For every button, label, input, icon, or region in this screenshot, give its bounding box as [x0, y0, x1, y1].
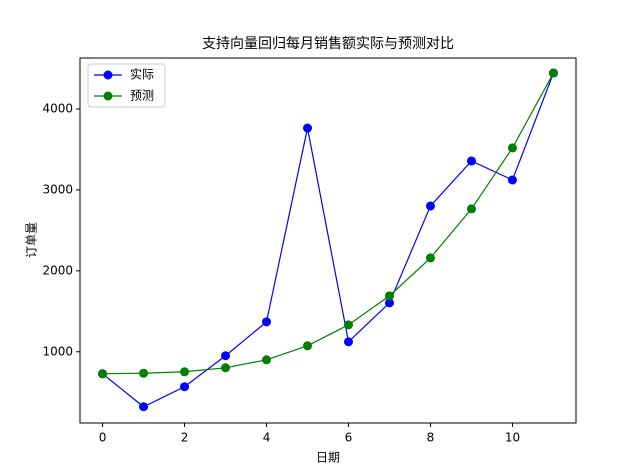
data-point	[507, 175, 517, 185]
x-tick-label: 6	[345, 431, 353, 445]
x-tick-label: 0	[99, 431, 107, 445]
legend-marker	[103, 70, 113, 80]
y-tick-label: 1000	[42, 344, 73, 358]
data-point	[384, 291, 394, 301]
x-tick-label: 2	[181, 431, 189, 445]
data-point	[343, 337, 353, 347]
y-tick-label: 3000	[42, 182, 73, 196]
data-point	[425, 201, 435, 211]
legend-label: 预测	[130, 89, 154, 103]
x-tick-label: 10	[505, 431, 520, 445]
data-point	[262, 317, 272, 327]
data-point	[139, 368, 149, 378]
y-tick-label: 4000	[42, 101, 73, 115]
plot-frame	[79, 57, 577, 424]
y-axis-label: 订单量	[25, 222, 39, 258]
x-tick-label: 8	[427, 431, 435, 445]
data-point	[548, 68, 558, 78]
data-point	[180, 382, 190, 392]
series-line	[102, 72, 555, 408]
chart-title: 支持向量回归每月销售额实际与预测对比	[202, 35, 454, 52]
legend-marker	[103, 91, 113, 101]
data-point	[221, 363, 231, 373]
data-point	[507, 143, 517, 153]
data-point	[303, 341, 313, 351]
data-point	[180, 367, 190, 377]
data-point	[139, 402, 149, 412]
data-point	[262, 355, 272, 365]
data-point	[98, 369, 108, 379]
data-point	[425, 253, 435, 263]
data-point	[221, 351, 231, 361]
data-point	[466, 156, 476, 166]
data-point	[343, 320, 353, 330]
legend-label: 实际	[130, 67, 154, 82]
series-line	[102, 72, 554, 375]
data-point	[384, 298, 394, 308]
y-tick-label: 2000	[42, 263, 73, 277]
data-point	[466, 204, 476, 214]
x-axis-label: 日期	[316, 451, 340, 465]
x-tick-label: 4	[263, 431, 271, 445]
data-point	[303, 123, 313, 133]
